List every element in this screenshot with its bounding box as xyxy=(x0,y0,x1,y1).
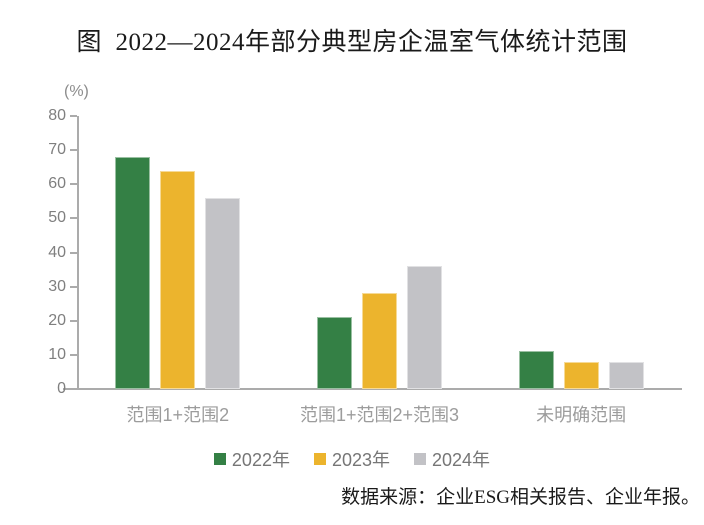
y-axis-tick xyxy=(70,319,77,322)
y-axis-tick xyxy=(70,353,77,356)
y-axis-tick-label: 70 xyxy=(48,141,66,159)
legend-label: 2024年 xyxy=(432,450,491,470)
bar-2024年-范围1+范围2 xyxy=(205,197,241,389)
legend-label: 2023年 xyxy=(331,450,391,470)
y-axis-tick-label: 60 xyxy=(48,175,66,193)
y-axis-line xyxy=(77,116,79,389)
y-axis-tick-label: 20 xyxy=(48,311,66,329)
y-axis-tick-label: 0 xyxy=(57,380,66,397)
y-axis-tick xyxy=(70,183,77,186)
bar-2022年-未明确范围 xyxy=(518,351,554,389)
y-axis-unit-label: (%) xyxy=(64,83,89,100)
y-axis-tick xyxy=(70,285,77,288)
bar-2023年-范围1+范围2+范围3 xyxy=(362,293,397,389)
legend-item-2022年: 2022年 xyxy=(213,446,290,472)
legend-label: 2022年 xyxy=(231,450,290,470)
bar-2024年-未明确范围 xyxy=(608,361,644,389)
legend-item-2024年: 2024年 xyxy=(414,446,490,472)
source-note: 数据来源：企业ESG相关报告、企业年报。 xyxy=(341,487,700,508)
legend-swatch-icon xyxy=(213,453,226,465)
legend: 2022年 2023年 2024年 xyxy=(0,446,704,472)
y-axis-tick-label: 40 xyxy=(48,243,66,261)
y-axis-tick-label: 30 xyxy=(48,277,66,295)
y-axis-tick xyxy=(70,217,77,220)
x-axis-category-label: 范围1+范围2+范围3 xyxy=(299,405,460,425)
y-axis-tick xyxy=(70,149,77,152)
y-axis-tick xyxy=(70,115,77,117)
legend-swatch-icon xyxy=(414,453,427,465)
bar-2023年-未明确范围 xyxy=(563,361,599,389)
x-axis-category-label: 未明确范围 xyxy=(536,405,627,425)
x-axis-category-label: 范围1+范围2 xyxy=(126,405,230,425)
legend-item-2023年: 2023年 xyxy=(313,446,391,472)
x-axis-line xyxy=(63,388,682,390)
y-axis-tick-label: 50 xyxy=(48,209,66,227)
bar-2024年-范围1+范围2+范围3 xyxy=(407,266,442,389)
chart-title: 图 2022—2024年部分典型房企温室气体统计范围 xyxy=(76,29,628,56)
y-axis-tick xyxy=(70,251,77,254)
bar-2023年-范围1+范围2 xyxy=(160,170,196,389)
bar-2022年-范围1+范围2+范围3 xyxy=(317,317,352,389)
bar-2022年-范围1+范围2 xyxy=(115,156,151,389)
y-axis-tick-label: 10 xyxy=(48,345,66,363)
legend-swatch-icon xyxy=(313,453,326,465)
y-axis-tick-label: 80 xyxy=(48,107,66,124)
